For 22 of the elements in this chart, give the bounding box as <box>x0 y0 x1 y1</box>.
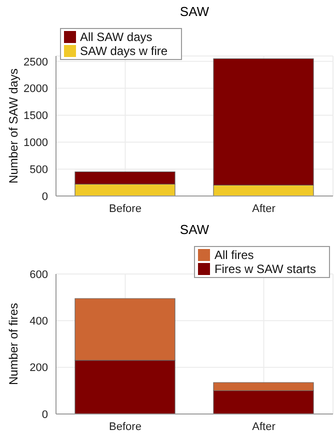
y-tick-label: 400 <box>30 316 48 328</box>
y-axis-title: Number of fires <box>6 302 20 386</box>
y-tick-label: 500 <box>30 164 48 176</box>
y-tick-label: 0 <box>42 408 48 421</box>
legend-label: All fires <box>214 248 254 262</box>
legend-label: SAW days w fire <box>80 44 168 58</box>
chart-title: SAW <box>178 4 210 19</box>
x-tick-label: After <box>252 202 276 215</box>
chart-title: SAW <box>178 222 210 237</box>
x-tick-label: Before <box>109 202 142 215</box>
y-tick-label: 2500 <box>24 56 48 68</box>
y-tick-label: 1500 <box>24 110 48 122</box>
x-tick-label: Before <box>109 420 142 433</box>
y-tick-label: 1000 <box>24 137 48 150</box>
legend-label: All SAW days <box>80 30 152 44</box>
y-tick-label: 0 <box>42 190 48 203</box>
legend-label: Fires w SAW starts <box>214 262 316 276</box>
x-tick-label: After <box>252 420 276 433</box>
y-axis-title: Number of SAW days <box>6 68 20 184</box>
y-tick-label: 2000 <box>24 83 48 96</box>
y-tick-label: 200 <box>30 362 48 374</box>
y-tick-label: 600 <box>30 268 48 281</box>
